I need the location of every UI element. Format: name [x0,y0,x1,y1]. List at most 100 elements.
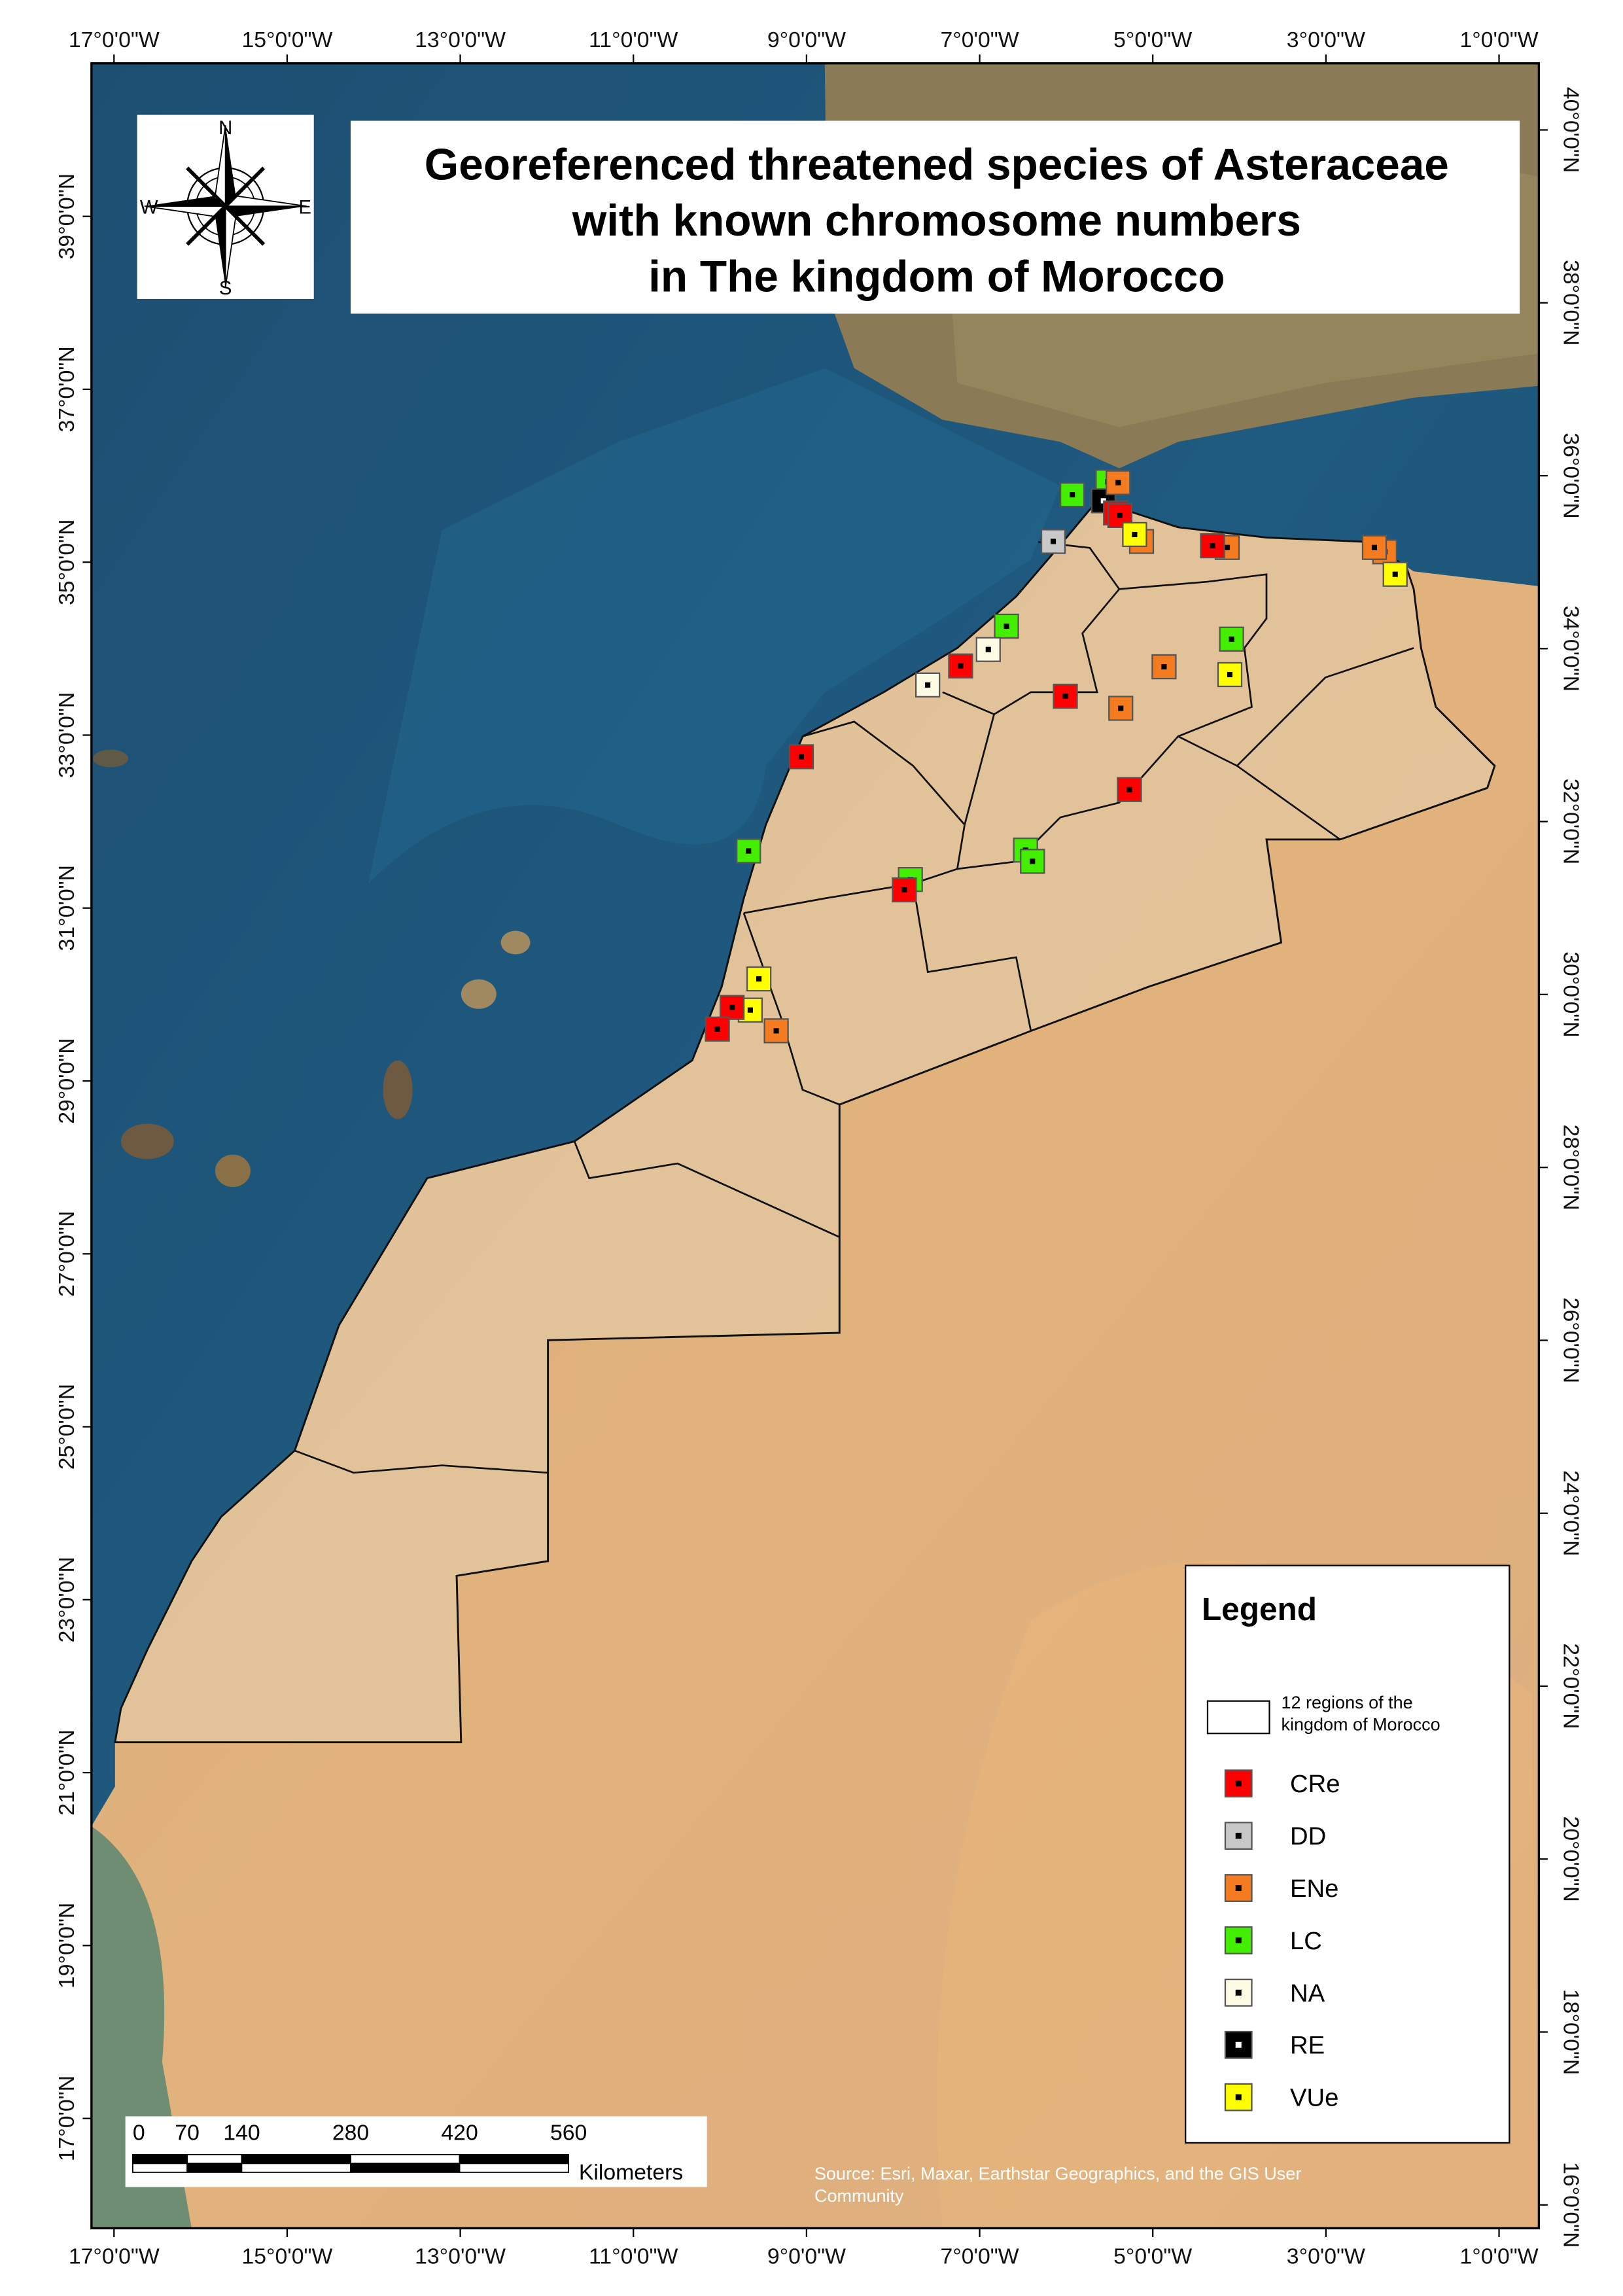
y-tick-label: 25°0'0"N [54,1384,79,1470]
point-dot [756,976,762,982]
island [120,1123,174,1159]
island [93,749,129,768]
scale-label: 0 [133,2120,145,2145]
legend-label: CRe [1290,1770,1340,1798]
species-point [746,966,772,992]
map-frame [90,62,1541,2230]
legend-title: Legend [1202,1591,1317,1627]
point-square [746,966,772,992]
point-square [915,672,941,698]
x-tick-label: 5°0'0"W [1113,2244,1192,2269]
scale-segment [459,2163,570,2173]
y-tick-label: 28°0'0"N [1559,1124,1584,1210]
species-point [994,613,1019,639]
x-tick-label: 9°0'0"W [767,2244,846,2269]
point-dot [1115,480,1121,486]
legend-swatch-dot [1235,1885,1242,1892]
species-point [719,995,745,1020]
x-tick-label: 7°0'0"W [941,2244,1019,2269]
title-box [350,120,1520,314]
scale-label: 420 [441,2120,478,2145]
x-tick-label: 11°0'0"W [589,27,678,52]
y-tick-label: 34°0'0"N [1559,606,1584,692]
island [500,930,531,955]
point-dot [1117,512,1123,518]
island [461,979,497,1009]
point-dot [1227,671,1233,678]
x-tick-label: 3°0'0"W [1287,27,1365,52]
legend-swatch-dot [1235,1780,1242,1787]
compass-e: E [298,197,311,218]
y-tick-label: 26°0'0"N [1559,1298,1584,1383]
compass-w: W [140,197,158,218]
y-tick-label: 31°0'0"N [54,865,79,951]
y-tick-label: 39°0'0"N [54,173,79,259]
species-point [1361,535,1387,560]
legend-items: CRe DD ENe LC NA RE VUe [1224,1769,1340,2112]
shelf [368,368,1060,884]
scale-segment [459,2154,570,2164]
y-tick-label: 40°0'0"N [1559,87,1584,173]
y-tick-label: 37°0'0"N [54,346,79,432]
species-point [1217,662,1243,688]
legend-swatch [1224,2083,1253,2111]
point-dot [747,1007,753,1013]
species-point [948,653,973,679]
legend-label: LC [1290,1927,1322,1955]
source-line: Source: Esri, Maxar, Earthstar Geographi… [814,2164,1301,2183]
x-tick-label: 17°0'0"W [69,27,160,52]
point-square [1108,696,1134,721]
scale-bar: 0 70 140 280 420 560 Kilometers [131,2120,683,2185]
region-boundaries [294,540,1414,1474]
species-point [1200,533,1225,559]
scale-segment [241,2163,351,2173]
point-dot [1210,543,1215,549]
x-tick-label: 3°0'0"W [1287,2244,1365,2269]
x-tick-label: 13°0'0"W [415,27,506,52]
legend-swatch-dot [1235,1937,1242,1943]
species-point [892,877,917,903]
y-tick-label: 27°0'0"N [54,1211,79,1297]
species-point [1108,696,1134,721]
title-line: Georeferenced threatened species of Aste… [425,141,1449,190]
point-dot [985,646,991,652]
species-point [1040,529,1066,554]
point-dot [1062,693,1068,699]
y-tick-label: 16°0'0"N [1559,2162,1584,2248]
legend-swatch-dot [1235,1989,1242,1996]
title-line: in The kingdom of Morocco [648,253,1225,302]
y-tick-label: 29°0'0"N [54,1038,79,1123]
species-point [1382,561,1408,587]
point-dot [925,682,931,688]
scale-label: 280 [332,2120,369,2145]
y-tick-label: 18°0'0"N [1559,1989,1584,2075]
scale-segment [186,2154,243,2164]
source-line: Community [814,2186,904,2206]
x-tick-label: 5°0'0"W [1113,27,1192,52]
point-dot [1050,539,1056,544]
y-tick-label: 23°0'0"N [54,1557,79,1642]
legend-region-label: kingdom of Morocco [1282,1715,1440,1735]
y-tick-label: 20°0'0"N [1559,1816,1584,1902]
legend-swatch-dot [1235,2094,1242,2100]
legend-swatch [1224,1874,1253,1902]
scale-label: 70 [175,2120,200,2145]
point-dot [773,1028,779,1034]
x-tick-label: 1°0'0"W [1459,27,1538,52]
scale-segment [186,2163,243,2173]
species-point [1106,470,1131,495]
point-dot [1229,636,1234,642]
legend-label: RE [1290,2032,1325,2060]
scale-segment [350,2163,461,2173]
legend-label: NA [1290,1979,1325,2007]
species-point [788,744,814,769]
y-tick-label: 38°0'0"N [1559,260,1584,345]
point-dot [1371,544,1378,550]
point-dot [1392,571,1398,577]
scale-bar-box [125,2116,707,2187]
x-tick-label: 1°0'0"W [1459,2244,1538,2269]
legend-swatch [1224,1822,1253,1850]
graticule-ticks: 17°0'0"W 17°0'0"W 15°0'0"W 15°0'0"W 13°0'0"W… [54,27,1584,2269]
y-tick-label: 35°0'0"N [54,520,79,605]
legend-region-swatch [1206,1700,1270,1735]
